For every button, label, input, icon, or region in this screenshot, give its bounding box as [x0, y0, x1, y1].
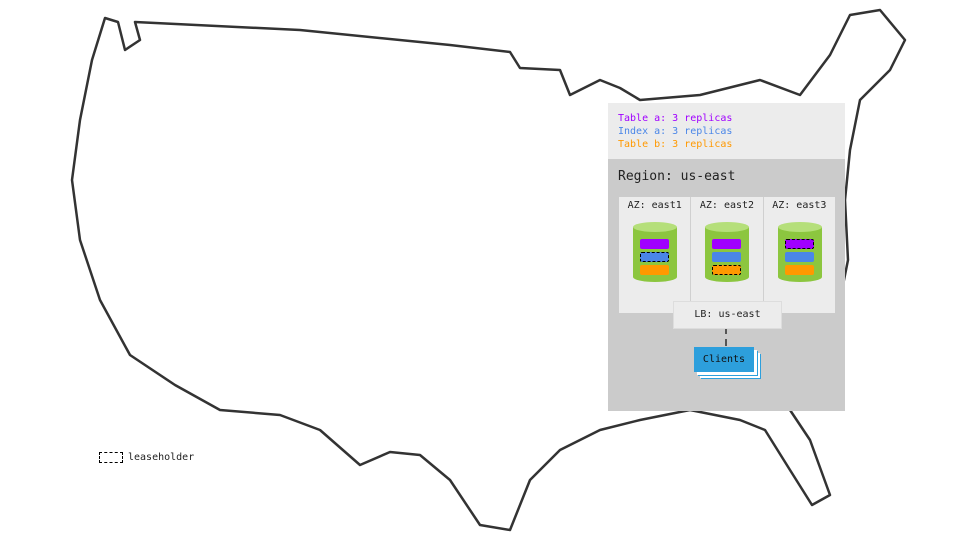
- index-a-replica: [712, 252, 742, 262]
- az-east3: AZ: east3: [764, 197, 835, 313]
- load-balancer: LB: us-east: [673, 301, 782, 329]
- table-b-replica: [784, 265, 814, 275]
- legend-index-a: Index a: 3 replicas: [618, 126, 733, 137]
- az-label: AZ: east1: [627, 200, 682, 211]
- region-title: Region: us-east: [618, 169, 736, 184]
- legend-table-b: Table b: 3 replicas: [618, 139, 733, 150]
- table-b-replica: [640, 265, 669, 275]
- az-east1: AZ: east1: [619, 197, 692, 313]
- dashed-box-icon: [99, 452, 123, 463]
- region-us-east: Region: us-east AZ: east1 AZ: east2 AZ: …: [608, 159, 845, 411]
- replica-legend: Table a: 3 replicas Index a: 3 replicas …: [608, 103, 845, 159]
- table-a-leaseholder: [784, 239, 814, 249]
- table-a-replica: [640, 239, 669, 249]
- az-label: AZ: east3: [772, 200, 827, 211]
- az-east2: AZ: east2: [691, 197, 764, 313]
- leaseholder-key: leaseholder: [99, 452, 194, 463]
- clients-box: Clients: [694, 347, 754, 372]
- database-cylinder-icon: [777, 221, 822, 283]
- index-a-leaseholder: [640, 252, 669, 262]
- legend-table-a: Table a: 3 replicas: [618, 113, 733, 124]
- table-b-leaseholder: [712, 265, 742, 275]
- leaseholder-label: leaseholder: [128, 452, 195, 463]
- database-cylinder-icon: [633, 221, 677, 283]
- table-a-replica: [712, 239, 742, 249]
- index-a-replica: [784, 252, 814, 262]
- az-label: AZ: east2: [699, 200, 755, 211]
- database-cylinder-icon: [705, 221, 750, 283]
